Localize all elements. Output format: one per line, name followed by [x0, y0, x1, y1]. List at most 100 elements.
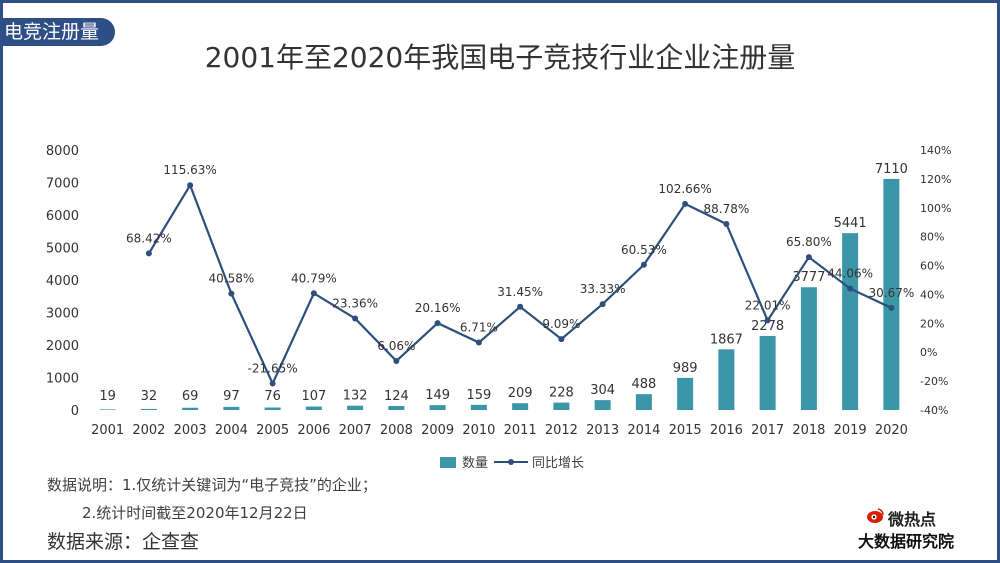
right-tick-label: 120%: [920, 173, 951, 186]
growth-point: [805, 254, 812, 261]
data-note-2: 2.统计时间截至2020年12月22日: [82, 504, 308, 522]
bar-value-label: 97: [223, 389, 240, 404]
growth-value-label: 20.16%: [415, 301, 461, 315]
right-tick-label: 60%: [920, 260, 944, 273]
growth-value-label: 44.06%: [827, 267, 873, 281]
brand-logo: 微热点 大数据研究院: [858, 506, 968, 552]
x-tick-label: 2008: [380, 423, 413, 438]
bar: [594, 400, 611, 410]
right-tick-label: -40%: [920, 404, 948, 417]
x-tick-label: 2016: [710, 423, 743, 438]
logo-line-1: 微热点: [888, 510, 937, 529]
growth-point: [723, 220, 730, 227]
growth-value-label: 33.33%: [580, 282, 626, 296]
growth-point: [393, 357, 400, 364]
x-tick-label: 2013: [586, 423, 619, 438]
growth-point: [434, 320, 441, 327]
bar: [264, 407, 281, 410]
bar-value-label: 304: [590, 383, 615, 398]
x-tick-label: 2004: [215, 423, 248, 438]
x-tick-label: 2019: [834, 423, 867, 438]
left-tick-label: 8000: [46, 144, 79, 159]
bar-value-label: 132: [343, 389, 368, 404]
bar-value-label: 32: [141, 389, 158, 404]
bar-value-label: 3777: [792, 270, 825, 285]
growth-value-label: 115.63%: [163, 163, 216, 177]
right-tick-label: 80%: [920, 231, 944, 244]
bar: [512, 403, 529, 410]
bar-value-label: 19: [99, 389, 116, 404]
bar: [140, 408, 157, 410]
right-tick-label: -20%: [920, 375, 948, 388]
x-axis: 2001 2002 2003 2004 2005 2006 2007 2008 2009 2010…: [91, 423, 908, 438]
x-tick-label: 2005: [256, 423, 289, 438]
growth-value-label: 6.71%: [460, 321, 498, 335]
bar: [99, 409, 116, 410]
growth-value-label: 9.09%: [542, 317, 580, 331]
growth-value-label: 88.78%: [703, 202, 749, 216]
left-tick-label: 2000: [46, 339, 79, 354]
x-tick-label: 2012: [545, 423, 578, 438]
line-series: 68.42% 115.63% 40.58% -21.65% 40.79% 23.36% 6.…: [126, 163, 914, 387]
bar-value-label: 159: [466, 388, 491, 403]
growth-point: [888, 304, 895, 311]
left-tick-label: 5000: [46, 242, 79, 257]
x-tick-label: 2001: [91, 423, 124, 438]
growth-point: [145, 250, 152, 257]
growth-point: [310, 290, 317, 297]
bar: [842, 233, 859, 410]
legend-line-label: 同比增长: [532, 456, 584, 471]
growth-point: [847, 285, 854, 292]
left-tick-label: 0: [71, 404, 79, 419]
growth-point: [764, 317, 771, 324]
data-note-1: 数据说明：1.仅统计关键词为“电子竞技”的企业；: [47, 476, 377, 494]
growth-value-label: 68.42%: [126, 231, 172, 245]
left-tick-label: 3000: [46, 307, 79, 322]
x-tick-label: 2017: [751, 423, 784, 438]
bar-value-label: 69: [182, 389, 199, 404]
growth-point: [475, 339, 482, 346]
right-tick-label: 0%: [920, 346, 937, 359]
growth-value-label: 40.58%: [208, 272, 254, 286]
x-tick-label: 2020: [875, 423, 908, 438]
growth-value-label: 31.45%: [497, 285, 543, 299]
chart-title: 2001年至2020年我国电子竞技行业企业注册量: [204, 41, 796, 74]
data-source: 数据来源：企查查: [47, 531, 200, 553]
bar-value-label: 107: [301, 389, 326, 404]
left-tick-label: 6000: [46, 209, 79, 224]
right-axis: -40% -20% 0% 20% 40% 60% 80% 100% 120% 140%: [920, 144, 951, 417]
bar-value-label: 2278: [751, 319, 784, 334]
x-tick-label: 2014: [627, 423, 660, 438]
bar-value-label: 228: [549, 386, 574, 401]
bar-value-label: 1867: [710, 332, 743, 347]
growth-value-label: 40.79%: [291, 271, 337, 285]
left-tick-label: 4000: [46, 274, 79, 289]
growth-value-label: 102.66%: [658, 182, 711, 196]
bar-value-label: 989: [673, 361, 698, 376]
x-tick-label: 2003: [174, 423, 207, 438]
bar: [677, 377, 694, 410]
logo-line-2: 大数据研究院: [858, 532, 955, 551]
x-tick-label: 2009: [421, 423, 454, 438]
bar: [388, 405, 405, 410]
growth-point: [352, 315, 359, 322]
growth-value-label: 65.80%: [786, 235, 832, 249]
bar: [305, 406, 322, 410]
bar: [182, 407, 199, 410]
bar: [759, 335, 776, 410]
growth-point: [269, 380, 276, 387]
x-tick-label: 2010: [462, 423, 495, 438]
left-tick-label: 1000: [46, 372, 79, 387]
growth-point: [640, 261, 647, 268]
bar-value-label: 5441: [834, 216, 867, 231]
x-tick-label: 2007: [339, 423, 372, 438]
bar-value-label: 124: [384, 389, 409, 404]
bar-value-label: 76: [264, 389, 281, 404]
topic-tag: 电竞注册量: [0, 18, 116, 46]
bar: [635, 394, 652, 410]
bar: [718, 349, 735, 410]
growth-value-label: 60.53%: [621, 243, 667, 257]
bar-value-label: 149: [425, 388, 450, 403]
bar: [429, 405, 446, 410]
